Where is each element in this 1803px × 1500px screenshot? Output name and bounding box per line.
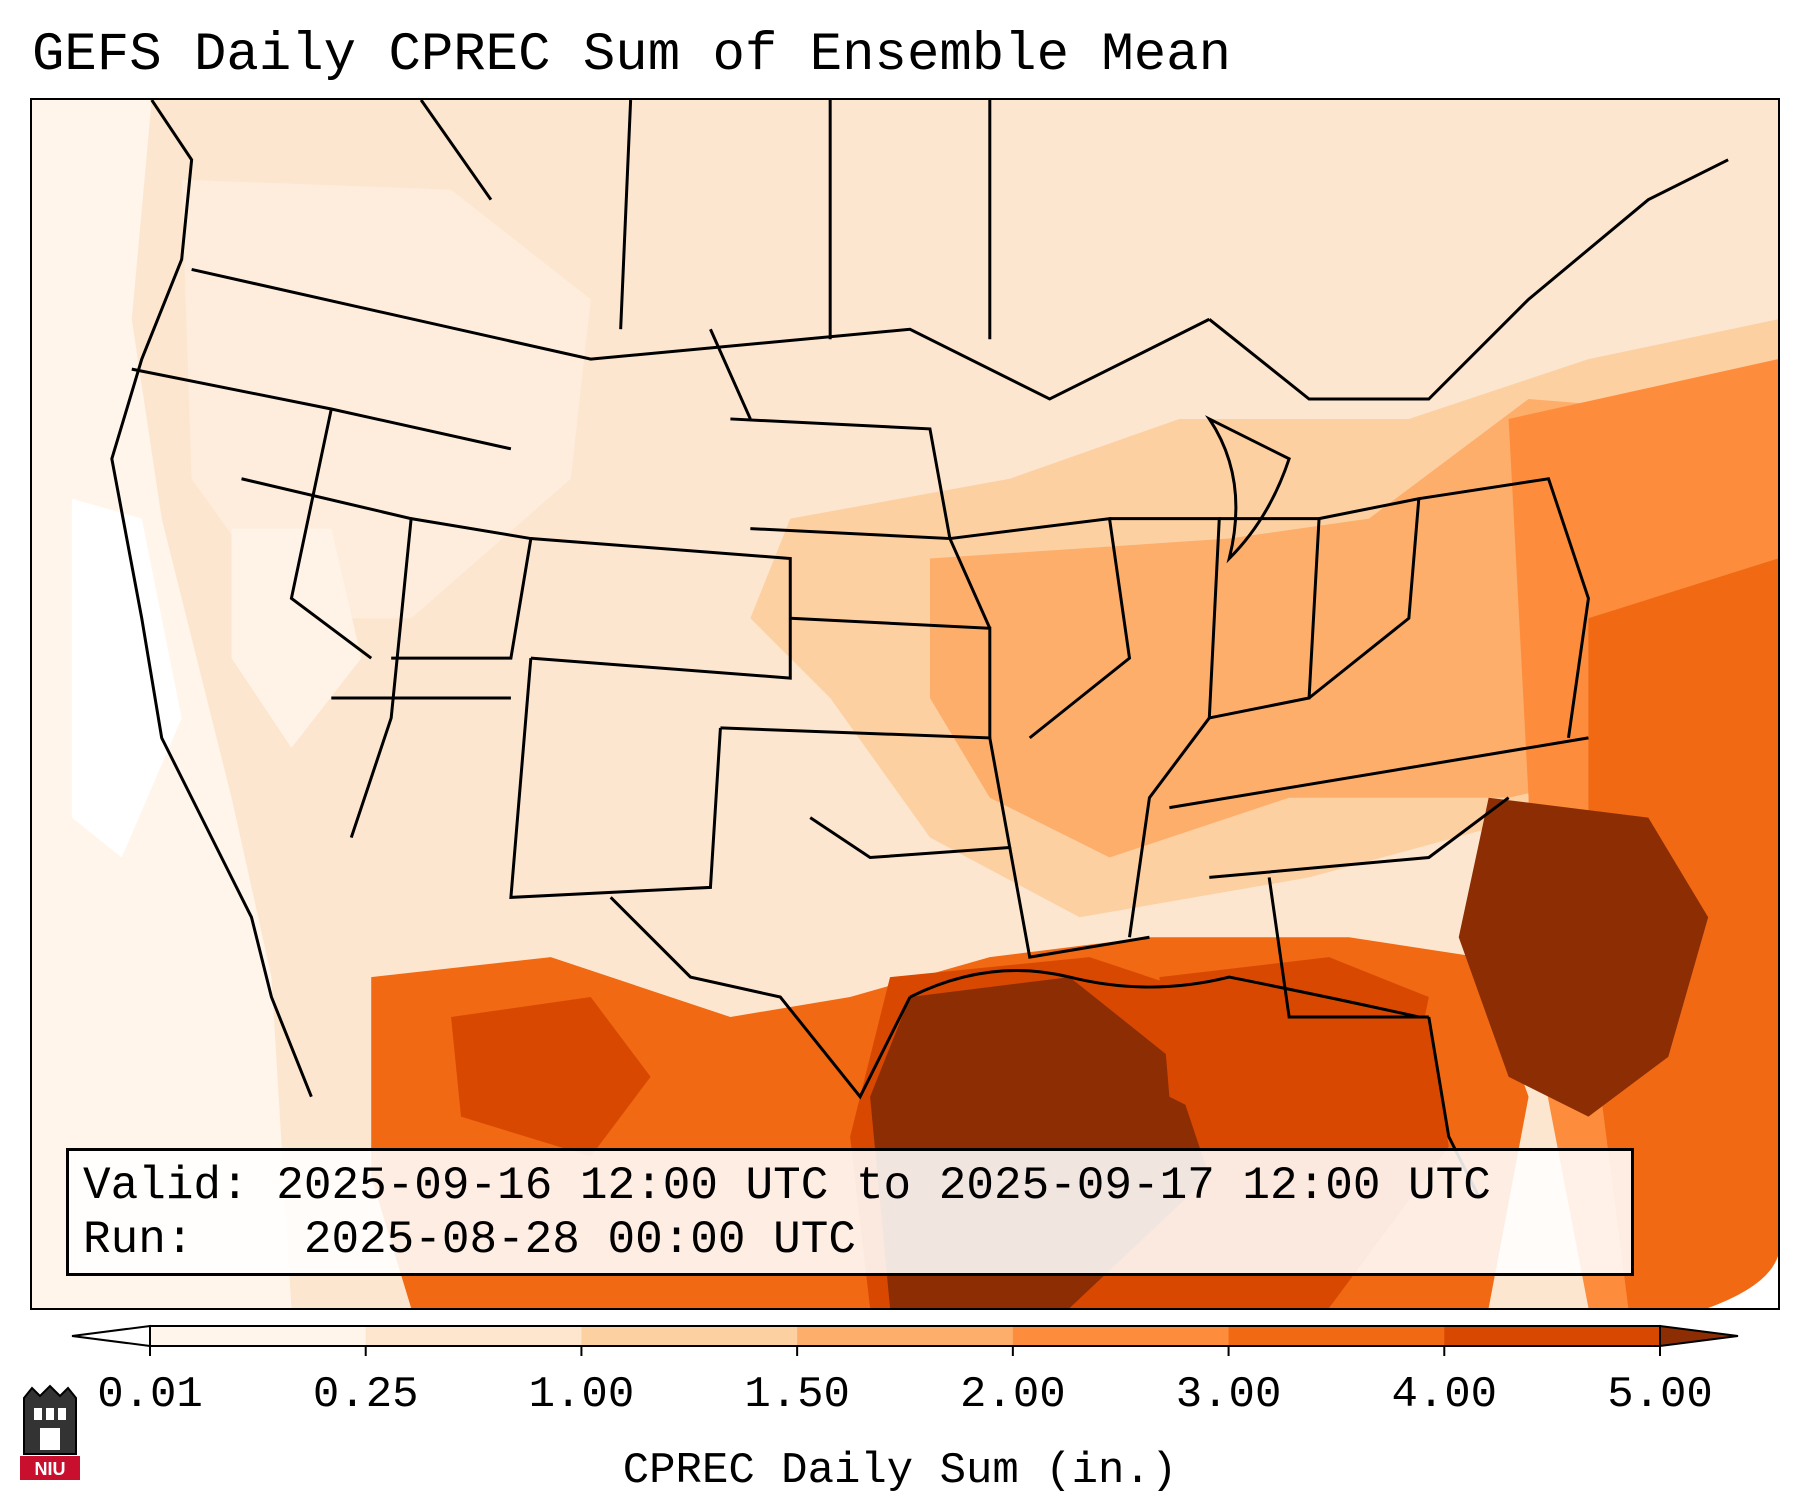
atlantic-extreme-region bbox=[1458, 797, 1709, 1117]
east-coastline bbox=[1418, 477, 1590, 739]
colorbar-tick-label: 0.01 bbox=[97, 1370, 203, 1420]
iowa-missouri-line bbox=[949, 516, 1132, 740]
colorbar-outline bbox=[149, 1325, 1661, 1347]
map-title: GEFS Daily CPREC Sum of Ensemble Mean bbox=[32, 25, 1231, 86]
logo-text: NIU bbox=[35, 1459, 66, 1479]
run-value: 2025-08-28 00:00 UTC bbox=[303, 1214, 856, 1266]
colorbar-tick-label: 4.00 bbox=[1391, 1370, 1497, 1420]
colorbar-segment bbox=[365, 1326, 582, 1346]
colorbar-segment bbox=[1444, 1326, 1661, 1346]
projection-edge bbox=[1708, 1256, 1778, 1308]
precipitation-map bbox=[30, 98, 1780, 1310]
colorbar-tick-label: 2.00 bbox=[960, 1370, 1066, 1420]
run-line: Run: 2025-08-28 00:00 UTC bbox=[83, 1213, 1617, 1267]
louisiana-line bbox=[1008, 847, 1150, 959]
colorbar-tick-label: 1.00 bbox=[529, 1370, 635, 1420]
alabama-line bbox=[1267, 877, 1429, 1019]
canada-province-line-1 bbox=[619, 100, 633, 330]
new-mexico-line bbox=[509, 658, 722, 899]
colorbar-ticks: 0.01 0.25 1.00 1.50 2.00 3.00 4.00 5.00 bbox=[97, 1346, 1713, 1420]
mexico-heavy-region bbox=[451, 997, 651, 1157]
colorbar-segments bbox=[71, 1324, 1739, 1348]
florida-heavy-region bbox=[1159, 957, 1429, 1157]
colorbar-segment bbox=[1228, 1326, 1445, 1346]
valid-line: Valid: 2025-09-16 12:00 UTC to 2025-09-1… bbox=[83, 1159, 1617, 1213]
nevada-line bbox=[241, 477, 413, 839]
colorbar-segment bbox=[150, 1326, 367, 1346]
montana-dakota-line bbox=[709, 328, 752, 420]
indiana-line bbox=[1209, 517, 1321, 720]
niu-castle-logo-icon: NIU bbox=[20, 1384, 80, 1480]
utah-line bbox=[391, 517, 533, 660]
great-lakes-border bbox=[1208, 158, 1729, 401]
info-box: Valid: 2025-09-16 12:00 UTC to 2025-09-1… bbox=[66, 1148, 1634, 1276]
west-coastline bbox=[110, 100, 313, 1098]
colorbar-extend-high bbox=[1659, 1324, 1739, 1348]
boundaries bbox=[110, 100, 1729, 1198]
colorbar-segment bbox=[797, 1326, 1014, 1346]
canada-province-line-4 bbox=[419, 100, 493, 201]
nevada-light-region bbox=[231, 528, 362, 748]
texas-border bbox=[609, 896, 912, 1100]
colorbar-segment bbox=[1012, 1326, 1230, 1346]
gulf-coastline bbox=[909, 968, 1420, 1019]
colorbar-tick-label: 5.00 bbox=[1607, 1370, 1713, 1420]
colorbar-tick-label: 0.25 bbox=[313, 1370, 419, 1420]
dakota-line bbox=[730, 417, 952, 539]
valid-label: Valid: bbox=[83, 1160, 249, 1212]
lake-michigan bbox=[1204, 415, 1291, 564]
colorbar-tick-label: 1.50 bbox=[744, 1370, 850, 1420]
valid-value: 2025-09-16 12:00 UTC to 2025-09-17 12:00… bbox=[276, 1160, 1491, 1212]
pacific-lightest-region bbox=[71, 498, 182, 858]
run-label: Run: bbox=[83, 1214, 194, 1266]
colorbar-segment bbox=[581, 1326, 798, 1346]
tennessee-line bbox=[1169, 736, 1589, 810]
idaho-line bbox=[289, 408, 373, 660]
map-canvas bbox=[32, 100, 1778, 1308]
colorbar-tick-label: 3.00 bbox=[1176, 1370, 1282, 1420]
colorbar: 0.01 0.25 1.00 1.50 2.00 3.00 4.00 5.00 CPREC D… bbox=[71, 1324, 1739, 1496]
georgia-line bbox=[1209, 796, 1510, 879]
ohio-line bbox=[1308, 496, 1421, 700]
canada-border bbox=[191, 267, 1210, 401]
colorbar-extend-low bbox=[71, 1324, 151, 1348]
colorbar-label: CPREC Daily Sum (in.) bbox=[623, 1446, 1178, 1496]
